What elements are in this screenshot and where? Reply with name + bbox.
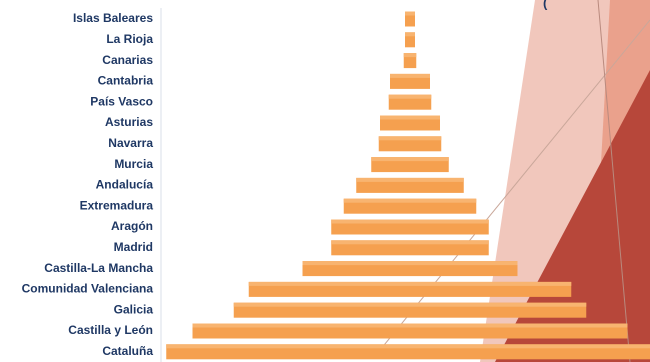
category-label-murcia: Murcia [114, 157, 153, 171]
bar-highlight-cantabria [390, 73, 430, 78]
bars [166, 11, 650, 360]
category-label-extremadura: Extremadura [80, 198, 154, 212]
category-label-islas-baleares: Islas Baleares [73, 11, 153, 25]
category-label-galicia: Galicia [114, 302, 154, 316]
bar-highlight-galicia [233, 302, 587, 307]
category-label-pais-vasco: País Vasco [90, 94, 153, 108]
category-label-madrid: Madrid [114, 240, 153, 254]
category-label-cataluna: Cataluña [102, 344, 153, 358]
category-label-castilla-la-mancha: Castilla-La Mancha [44, 261, 153, 275]
category-label-andalucia: Andalucía [96, 178, 154, 192]
chart-title-fragment: ( [543, 0, 548, 10]
bar-highlight-la-rioja [405, 32, 415, 37]
bar-islas-baleares [405, 11, 415, 27]
category-label-navarra: Navarra [108, 136, 153, 150]
bar-la-rioja [405, 32, 415, 48]
bar-highlight-aragon [331, 219, 489, 224]
bar-highlight-canarias [403, 53, 417, 58]
category-label-aragon: Aragón [111, 219, 153, 233]
category-label-canarias: Canarias [102, 53, 153, 67]
bar-highlight-navarra [378, 136, 442, 141]
bar-highlight-islas-baleares [405, 11, 415, 16]
category-label-comunidad-valenciana: Comunidad Valenciana [22, 282, 154, 296]
bar-highlight-andalucia [356, 177, 464, 182]
category-label-castilla-y-leon: Castilla y León [68, 323, 153, 337]
bar-highlight-comunidad-valenciana [248, 281, 572, 286]
bar-highlight-extremadura [343, 198, 477, 203]
bar-highlight-murcia [371, 157, 449, 162]
bar-highlight-castilla-la-mancha [302, 261, 518, 266]
bar-highlight-pais-vasco [388, 94, 432, 99]
category-labels: Islas Baleares La Rioja Canarias Cantabria P… [22, 11, 154, 358]
decor-thin-line-2 [597, 0, 631, 362]
category-label-asturias: Asturias [105, 115, 153, 129]
category-label-la-rioja: La Rioja [106, 32, 153, 46]
bar-highlight-madrid [331, 240, 489, 245]
bar-highlight-cataluna [166, 344, 650, 349]
bar-highlight-asturias [380, 115, 440, 120]
category-label-cantabria: Cantabria [98, 74, 154, 88]
bar-highlight-castilla-y-leon [192, 323, 628, 328]
